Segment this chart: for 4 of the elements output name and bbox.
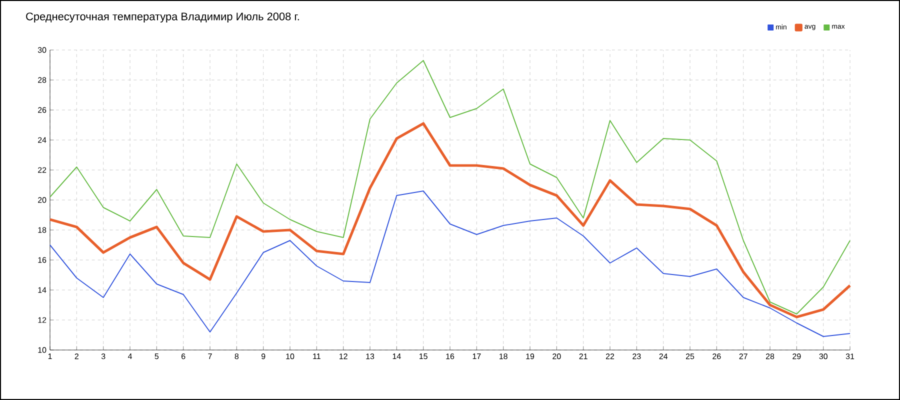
line-series xyxy=(48,122,852,318)
line-series xyxy=(50,190,851,337)
line-series xyxy=(50,60,851,314)
chart-title: Среднесуточная температура Владимир Июль 2008 г. xyxy=(26,12,299,22)
